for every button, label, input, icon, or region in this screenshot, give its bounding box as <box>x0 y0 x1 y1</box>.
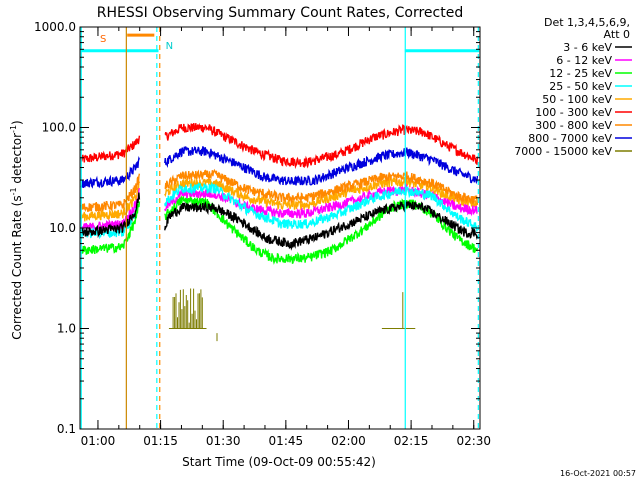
legend-entry-6-12: 6 - 12 keV <box>556 54 612 67</box>
x-tick-label: 01:45 <box>269 434 304 448</box>
y-label-main: Corrected Count Rate (s <box>10 195 24 339</box>
x-tick-label: 02:00 <box>331 434 366 448</box>
flag-label-n: N <box>166 41 173 52</box>
plot-area: SN <box>80 27 480 429</box>
x-tick-label: 01:30 <box>206 434 241 448</box>
series-1-after-gap <box>164 183 478 219</box>
legend-header-line2: Att 0 <box>604 28 630 41</box>
chart-title: RHESSI Observing Summary Count Rates, Co… <box>97 5 463 21</box>
legend-entry-50-100: 50 - 100 keV <box>542 93 612 106</box>
flag-label-s: S <box>100 34 106 45</box>
series-7-after-gap <box>164 146 479 186</box>
series-0-after-gap <box>164 201 479 251</box>
x-axis-label: Start Time (09-Oct-09 00:55:42) <box>182 455 376 469</box>
series-5-before-gap <box>80 135 141 163</box>
y-axis-label: Corrected Count Rate (s-1 detector-1) <box>9 120 24 339</box>
y-label-end: ) <box>10 120 24 125</box>
y-tick-label: 1.0 <box>57 322 76 336</box>
series-7000-15000-spikes <box>172 288 404 342</box>
y-tick-label: 1000.0 <box>34 20 76 34</box>
legend-entry-3-6: 3 - 6 keV <box>563 41 612 54</box>
legend-entry-300-800: 300 - 800 keV <box>535 119 612 132</box>
x-tick-label: 01:15 <box>143 434 178 448</box>
series-3-after-gap <box>164 181 478 233</box>
legend-entry-800-7000: 800 - 7000 keV <box>528 132 612 145</box>
y-label-sup1: -1 <box>9 187 18 195</box>
legend-entry-12-25: 12 - 25 keV <box>549 67 612 80</box>
x-tick-label: 02:30 <box>456 434 491 448</box>
axes: 0.1 1.0 10.0 100.0 1000.0 01:00 01:15 01:30 01:4… <box>34 20 491 448</box>
series-6-before-gap <box>80 173 141 213</box>
x-tick-label: 01:00 <box>81 434 116 448</box>
legend-entry-100-300: 100 - 300 keV <box>535 106 612 119</box>
series-0-before-gap <box>80 192 141 239</box>
footer-timestamp: 16-Oct-2021 00:57 <box>560 469 636 478</box>
legend-entry-25-50: 25 - 50 keV <box>549 80 612 93</box>
x-tick-label: 02:15 <box>394 434 429 448</box>
series-7-before-gap <box>80 155 141 189</box>
y-label-mid: detector <box>10 133 24 188</box>
y-tick-label: 0.1 <box>57 422 76 436</box>
legend-header-line1: Det 1,3,4,5,6,9, <box>544 16 630 29</box>
series-2-before-gap <box>80 201 141 256</box>
plot-frame <box>79 26 481 430</box>
legend-entry-7000-15000: 7000 - 15000 keV <box>514 145 612 158</box>
series-5-after-gap <box>164 122 479 170</box>
y-label-sup2: -1 <box>9 125 18 133</box>
y-tick-label: 10.0 <box>49 221 76 235</box>
y-tick-label: 100.0 <box>42 121 76 135</box>
legend: Det 1,3,4,5,6,9, Att 0 3 - 6 keV 6 - 12 … <box>514 16 632 158</box>
series-4-before-gap <box>80 181 141 222</box>
series-6-after-gap <box>164 168 479 205</box>
